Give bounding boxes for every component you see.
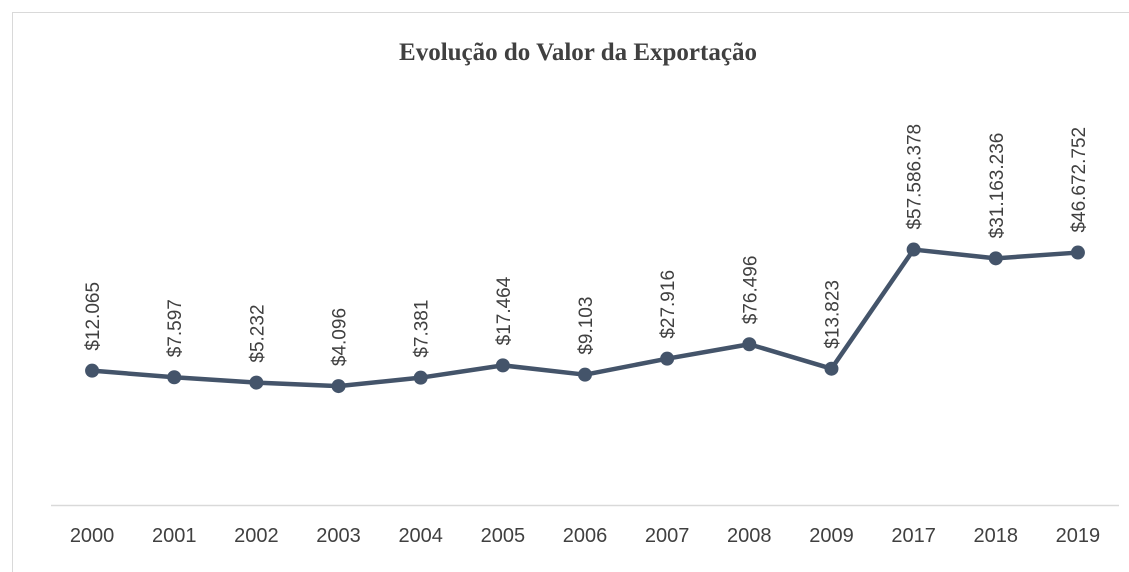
data-label: $46.672.752 (1069, 127, 1090, 233)
data-label: $7.381 (412, 300, 433, 358)
x-tick-label: 2019 (1056, 525, 1101, 547)
x-tick-label: 2003 (316, 525, 361, 547)
marker (85, 363, 100, 378)
marker (578, 367, 592, 382)
marker (167, 370, 182, 385)
x-tick-label: 2002 (234, 525, 279, 547)
x-tick-label: 2006 (563, 525, 608, 547)
data-label: $9.103 (576, 297, 597, 355)
x-tick-label: 2001 (152, 525, 197, 547)
data-label: $4.096 (330, 308, 351, 366)
marker (1070, 245, 1085, 260)
data-label: $17.464 (494, 276, 515, 345)
marker (742, 337, 757, 352)
data-label: $27.916 (658, 270, 679, 339)
x-tick-label: 2017 (891, 525, 936, 547)
x-tick-label: 2004 (398, 525, 443, 547)
marker (660, 351, 675, 366)
x-tick-label: 2008 (727, 525, 772, 547)
marker (824, 361, 839, 376)
data-label: $31.163.236 (987, 133, 1008, 239)
marker (413, 370, 428, 385)
data-label: $5.232 (247, 304, 268, 362)
x-tick-label: 2009 (809, 525, 854, 547)
data-label: $12.065 (83, 282, 104, 351)
chart-title: Evolução do Valor da Exportação (399, 39, 757, 66)
marker (495, 358, 510, 373)
chart-border (12, 12, 1129, 572)
x-tick-label: 2007 (645, 525, 690, 547)
x-tick-label: 2005 (481, 525, 526, 547)
x-tick-label: 2000 (70, 525, 115, 547)
marker (988, 251, 1003, 266)
data-label: $57.586.378 (905, 124, 926, 230)
data-label: $7.597 (165, 299, 186, 357)
marker (331, 379, 346, 394)
data-label: $13.823 (822, 280, 843, 349)
marker (906, 242, 921, 257)
x-tick-label: 2018 (974, 525, 1019, 547)
data-label: $76.496 (740, 256, 761, 325)
marker (249, 375, 264, 390)
